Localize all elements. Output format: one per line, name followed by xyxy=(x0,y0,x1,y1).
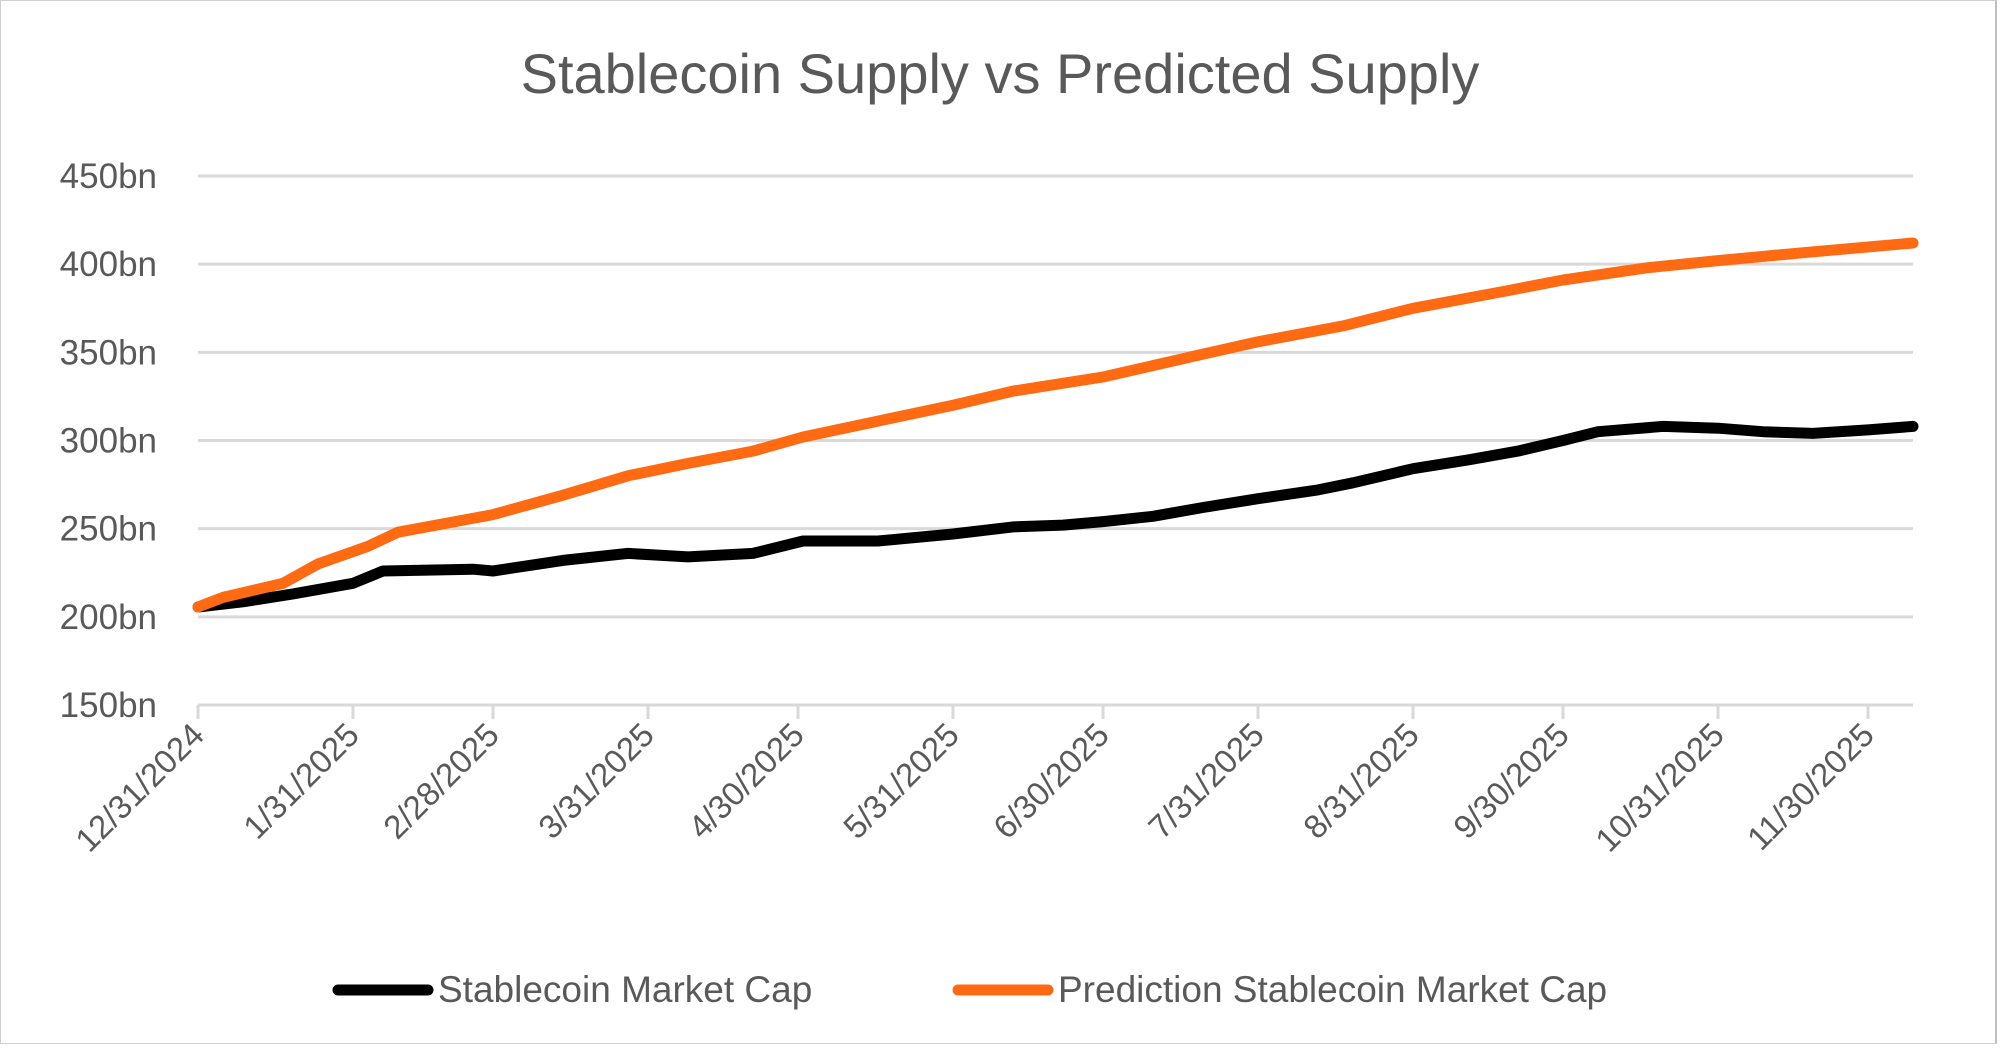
x-tick-label: 3/31/2025 xyxy=(531,716,661,846)
x-tick-label: 8/31/2025 xyxy=(1296,716,1426,846)
x-tick-label: 1/31/2025 xyxy=(236,716,366,846)
legend: Stablecoin Market Cap Prediction Stablec… xyxy=(332,969,1607,1010)
y-tick-label: 200bn xyxy=(60,598,157,637)
y-tick-label: 250bn xyxy=(60,510,157,549)
y-tick-label: 400bn xyxy=(60,245,157,284)
x-tick-label: 12/31/2024 xyxy=(68,716,211,859)
y-tick-label: 150bn xyxy=(60,686,157,725)
x-tick-label: 2/28/2025 xyxy=(376,716,506,846)
x-tick-label: 9/30/2025 xyxy=(1446,716,1576,846)
legend-label-prediction: Prediction Stablecoin Market Cap xyxy=(1058,969,1607,1010)
x-tick-label: 7/31/2025 xyxy=(1141,716,1271,846)
x-tick-label: 5/31/2025 xyxy=(836,716,966,846)
series-line-prediction xyxy=(192,237,1919,613)
y-tick-label: 350bn xyxy=(60,333,157,372)
gridlines xyxy=(198,174,1913,707)
y-tick-label: 300bn xyxy=(60,422,157,461)
y-tick-label: 450bn xyxy=(60,157,157,196)
x-tick-label: 10/31/2025 xyxy=(1588,716,1731,859)
legend-label-market-cap: Stablecoin Market Cap xyxy=(438,969,812,1010)
x-tick-label: 11/30/2025 xyxy=(1740,716,1881,857)
x-tick-label: 4/30/2025 xyxy=(681,716,811,846)
x-axis: 12/31/2024 1/31/2025 2/28/2025 3/31/2025 4/3… xyxy=(68,703,1913,859)
y-axis-tick-labels: 150bn 200bn 250bn 300bn 350bn 400bn 450bn xyxy=(60,157,157,725)
x-tick-label: 6/30/2025 xyxy=(986,716,1116,846)
chart-title: Stablecoin Supply vs Predicted Supply xyxy=(521,42,1480,105)
series-lines xyxy=(192,237,1919,613)
series-line-market-cap xyxy=(192,420,1919,613)
